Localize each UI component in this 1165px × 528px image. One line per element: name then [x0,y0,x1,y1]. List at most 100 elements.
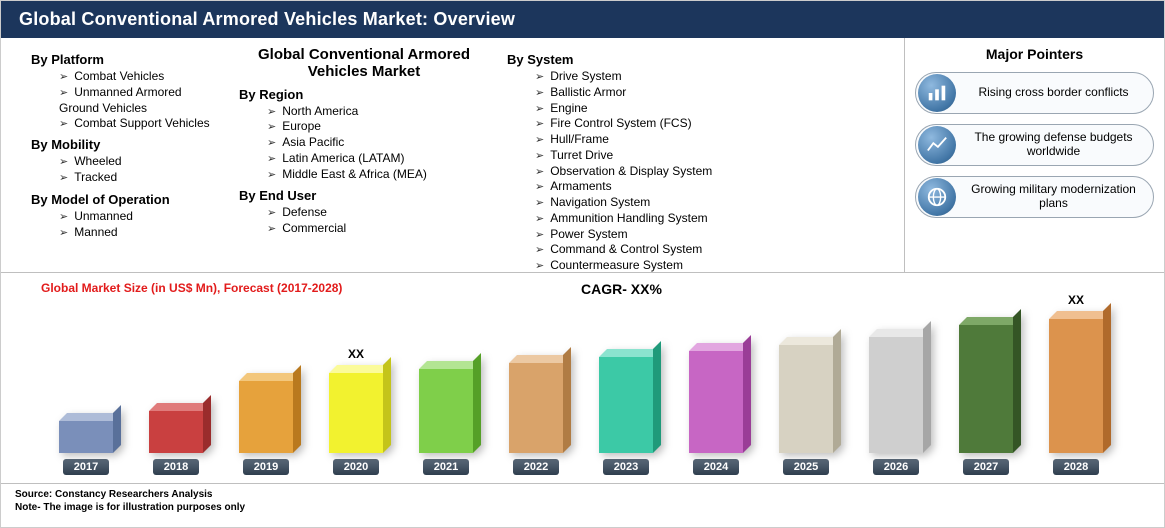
bar [239,381,293,453]
bar-year-label: 2026 [873,459,919,475]
segment-item: Command & Control System [535,242,767,258]
segment-item: Drive System [535,69,767,85]
segments-panel: By Platform Combat VehiclesUnmanned Armor… [1,38,1164,273]
segment-item: Middle East & Africa (MEA) [267,167,489,183]
bar [599,357,653,453]
xx-value-label: XX [1068,293,1084,307]
segment-list: UnmannedManned [31,209,221,241]
segments-columns: By Platform Combat VehiclesUnmanned Armor… [1,38,904,272]
segment-heading: By Platform [31,52,221,67]
footer-note: Note- The image is for illustration purp… [15,501,1150,514]
segment-item: Ballistic Armor [535,85,767,101]
cagr-label: CAGR- XX% [581,281,662,297]
segment-item: Turret Drive [535,148,767,164]
pointer-label: Growing military modernization plans [964,183,1143,211]
bar-wrap: 2026 [861,337,931,475]
segment-heading: By System [507,52,767,67]
bar-wrap: 2018 [141,411,211,475]
bar [689,351,743,453]
segment-item: Manned [59,225,221,241]
segment-item: Power System [535,227,767,243]
segment-heading: By End User [239,188,489,203]
bar-wrap: 2020XX [321,373,391,475]
segment-item: Combat Support Vehicles [59,116,221,132]
segment-item: Asia Pacific [267,135,489,151]
pointer-pill: Rising cross border conflicts [915,72,1154,114]
bar-wrap: 2024 [681,351,751,475]
pointer-label: Rising cross border conflicts [964,86,1143,100]
bar-year-label: 2027 [963,459,1009,475]
major-pointers-panel: Major Pointers Rising cross border confl… [904,38,1164,272]
segment-item: Countermeasure System [535,258,767,274]
segment-item: Engine [535,101,767,117]
segment-item: North America [267,104,489,120]
bar-wrap: 2019 [231,381,301,475]
segment-item: Latin America (LATAM) [267,151,489,167]
bar-wrap: 2021 [411,369,481,475]
segment-list: DefenseCommercial [239,205,489,237]
bar-wrap: 2023 [591,357,661,475]
bar [59,421,113,453]
segment-heading: By Region [239,87,489,102]
bar [509,363,563,453]
bar-wrap: 2028XX [1041,319,1111,475]
segment-list: Combat VehiclesUnmanned Armored Ground V… [31,69,221,131]
bar-year-label: 2022 [513,459,559,475]
segment-item: Armaments [535,179,767,195]
footer: Source: Constancy Researchers Analysis N… [1,483,1164,523]
segment-item: Unmanned Armored Ground Vehicles [59,85,221,116]
footer-source: Source: Constancy Researchers Analysis [15,488,1150,501]
segment-col-3: By System Drive SystemBallistic ArmorEngi… [507,46,767,268]
bar [1049,319,1103,453]
bar-wrap: 2025 [771,345,841,475]
page-title: Global Conventional Armored Vehicles Mar… [1,1,1164,38]
bar-year-label: 2025 [783,459,829,475]
bar-chart: 2017201820192020XX2021202220232024202520… [51,305,1134,475]
bar [779,345,833,453]
trend-line-icon [918,126,956,164]
bar [329,373,383,453]
bar-year-label: 2018 [153,459,199,475]
segment-list: WheeledTracked [31,154,221,186]
pointer-pill: The growing defense budgets worldwide [915,124,1154,166]
bar-year-label: 2023 [603,459,649,475]
bar-chart-icon [918,74,956,112]
segment-col-1: By Platform Combat VehiclesUnmanned Armor… [31,46,221,268]
segment-item: Tracked [59,170,221,186]
segment-col-2: Global Conventional Armored Vehicles Mar… [239,46,489,268]
bar-year-label: 2028 [1053,459,1099,475]
bar-year-label: 2019 [243,459,289,475]
pointer-pill: Growing military modernization plans [915,176,1154,218]
bar-wrap: 2017 [51,421,121,475]
segment-item: Unmanned [59,209,221,225]
globe-icon [918,178,956,216]
bar [149,411,203,453]
market-title: Global Conventional Armored Vehicles Mar… [239,46,489,81]
pointer-label: The growing defense budgets worldwide [964,131,1143,159]
chart-panel: Global Market Size (in US$ Mn), Forecast… [1,273,1164,483]
segment-item: Navigation System [535,195,767,211]
bar-wrap: 2022 [501,363,571,475]
segment-heading: By Mobility [31,137,221,152]
segment-heading: By Model of Operation [31,192,221,207]
bar-year-label: 2021 [423,459,469,475]
bar [869,337,923,453]
segment-item: Observation & Display System [535,164,767,180]
pointers-title: Major Pointers [915,46,1154,62]
segment-item: Wheeled [59,154,221,170]
segment-item: Defense [267,205,489,221]
segment-item: Ammunition Handling System [535,211,767,227]
segment-item: Combat Vehicles [59,69,221,85]
bar-year-label: 2024 [693,459,739,475]
segment-list: Drive SystemBallistic ArmorEngineFire Co… [507,69,767,274]
bar [419,369,473,453]
segment-item: Commercial [267,221,489,237]
bar-year-label: 2020 [333,459,379,475]
segment-item: Europe [267,119,489,135]
segment-item: Fire Control System (FCS) [535,116,767,132]
xx-value-label: XX [348,347,364,361]
bar [959,325,1013,453]
bar-wrap: 2027 [951,325,1021,475]
segment-list: North AmericaEuropeAsia PacificLatin Ame… [239,104,489,183]
bar-year-label: 2017 [63,459,109,475]
